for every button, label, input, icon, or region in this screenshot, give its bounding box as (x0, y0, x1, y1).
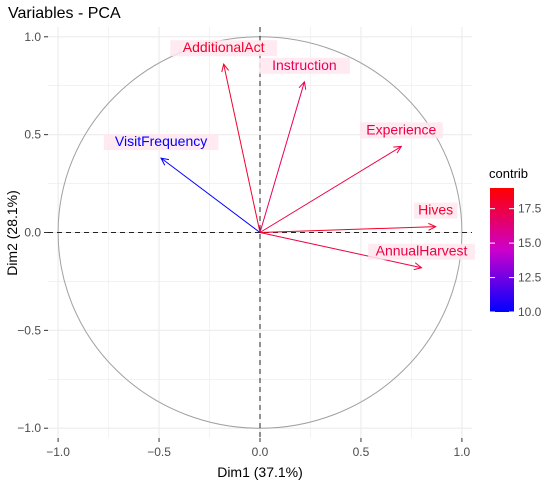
label-bg-additionalact (170, 40, 278, 57)
y-axis-label: Dim2 (28.1%) (4, 190, 20, 276)
arrow-visitfrequency (160, 157, 261, 233)
legend-colorbar (490, 188, 514, 312)
y-tick-label: −1.0 (17, 421, 41, 435)
x-tick-label: −1.0 (46, 445, 70, 459)
y-tick-label: 0.5 (24, 128, 41, 142)
x-tick-label: 0.0 (252, 445, 269, 459)
chart-title: Variables - PCA (8, 5, 121, 22)
y-axis-ticks: −1.0 −0.5 0.0 0.5 1.0 (17, 30, 48, 435)
arrow-hives (259, 226, 436, 233)
contrib-legend: contrib 10.0 12.5 15.0 17.5 (489, 166, 542, 319)
variable-label-annualharvest: AnnualHarvest (376, 243, 468, 259)
arrowhead-experience (393, 145, 403, 154)
variable-label-experience: Experience (366, 121, 436, 137)
y-tick-label: 1.0 (24, 30, 41, 44)
x-tick-label: 1.0 (454, 445, 471, 459)
variable-arrows (160, 63, 437, 271)
label-bg-visitfrequency (103, 134, 219, 151)
variable-label-instruction: Instruction (272, 57, 337, 73)
x-tick-label: −0.5 (147, 445, 171, 459)
arrow-additionalact (223, 64, 261, 233)
x-tick-label: 0.5 (353, 445, 370, 459)
legend-title: contrib (489, 166, 528, 181)
variable-label-visitfrequency: VisitFrequency (115, 133, 207, 149)
x-axis-label: Dim1 (37.1%) (217, 464, 303, 480)
legend-tick-label: 17.5 (518, 202, 542, 216)
legend-tick-label: 10.0 (518, 305, 542, 319)
arrowhead-additionalact (221, 63, 229, 73)
label-bg-annualharvest (368, 243, 475, 260)
y-tick-label: 0.0 (24, 226, 41, 240)
variable-labels: AdditionalAct Instruction Experience Hives A… (103, 39, 475, 260)
label-bg-experience (359, 122, 443, 139)
arrow-experience (259, 145, 402, 233)
legend-tick-label: 15.0 (518, 236, 542, 250)
arrow-instruction (259, 81, 305, 233)
arrowhead-instruction (298, 80, 307, 90)
x-axis-ticks: −1.0 −0.5 0.0 0.5 1.0 (46, 438, 471, 459)
label-bg-hives (413, 202, 458, 219)
arrowhead-hives (428, 222, 437, 231)
arrowhead-annualharvest (413, 262, 423, 271)
variable-label-additionalact: AdditionalAct (183, 39, 265, 55)
arrow-annualharvest (259, 232, 422, 269)
label-bg-instruction (258, 57, 350, 74)
legend-tick-label: 12.5 (518, 271, 542, 285)
y-tick-label: −0.5 (17, 323, 41, 337)
arrowhead-visitfrequency (160, 157, 170, 166)
variable-label-hives: Hives (418, 202, 453, 218)
